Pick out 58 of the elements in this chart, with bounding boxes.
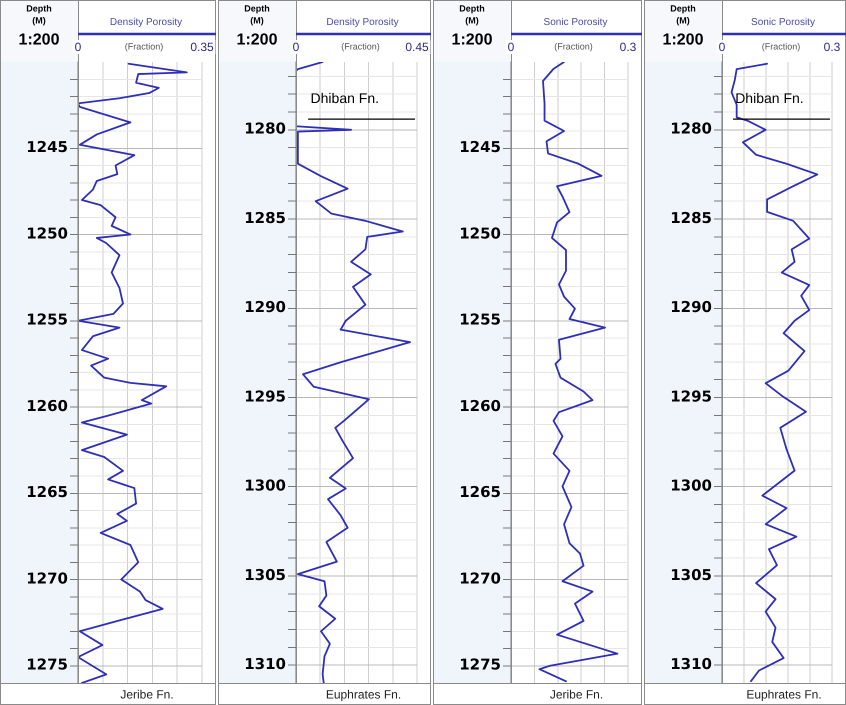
chart-subtitle: 1:200 xyxy=(662,31,704,48)
y-tick-label: 1260 xyxy=(26,396,68,415)
text: Jeribe Fn. xyxy=(120,687,174,702)
y-tick-label: 1270 xyxy=(26,569,68,588)
y-tick-label: 1290 xyxy=(244,298,286,316)
y-axis-title: Depth (M) xyxy=(244,3,270,26)
x-tick-label: 0.3 xyxy=(618,40,638,54)
y-axis-title: Depth (M) xyxy=(26,3,52,26)
y-tick-label: 1295 xyxy=(244,387,286,406)
x-tick-label: 0 xyxy=(290,40,302,54)
x-tick-label: 0.35 xyxy=(188,40,216,54)
y-tick-label: 1270 xyxy=(459,569,501,588)
chart-subtitle: 1:200 xyxy=(452,31,493,48)
chart-title: Sonic Porosity xyxy=(751,16,815,28)
y-tick-label: 1280 xyxy=(244,120,286,138)
y-tick-label: 1300 xyxy=(670,476,712,495)
y-tick-label: 1250 xyxy=(26,224,68,242)
y-tick-label: 1305 xyxy=(244,566,286,584)
x-tick-label: 0 xyxy=(506,40,516,54)
text: Jeribe Fn. xyxy=(550,687,604,702)
y-tick-label: 1265 xyxy=(459,483,501,502)
text: Euphrates Fn. xyxy=(746,687,822,702)
chart-subtitle: 1:200 xyxy=(236,31,278,48)
ref-line-label: Dhiban Fn. xyxy=(735,90,804,106)
chart-title: Density Porosity xyxy=(110,16,182,28)
y-tick-label: 1245 xyxy=(26,138,68,156)
y-tick-label: 1265 xyxy=(26,483,68,502)
x-tick-label: 0.3 xyxy=(822,40,842,54)
y-tick-label: 1295 xyxy=(670,387,712,406)
chart-title: Density Porosity xyxy=(326,16,399,28)
y-tick-label: 1300 xyxy=(244,476,286,495)
x-tick-label: 0 xyxy=(716,40,728,54)
text: Euphrates Fn. xyxy=(326,687,402,702)
y-tick-label: 1275 xyxy=(459,656,501,674)
y-tick-label: 1260 xyxy=(459,396,501,415)
y-tick-label: 1255 xyxy=(26,310,68,329)
x-tick-label: 0.45 xyxy=(403,40,431,54)
y-tick-label: 1275 xyxy=(26,656,68,674)
x-axis-title: (Fraction) xyxy=(124,41,164,52)
y-tick-label: 1310 xyxy=(244,655,286,674)
y-tick-label: 1255 xyxy=(459,310,501,329)
y-tick-label: 1280 xyxy=(670,120,712,138)
x-axis-title: (Fraction) xyxy=(341,41,380,52)
y-tick-label: 1285 xyxy=(670,208,712,227)
y-axis-title: Depth (M) xyxy=(670,3,696,26)
ref-line-label: Dhiban Fn. xyxy=(310,90,380,106)
y-tick-label: 1305 xyxy=(670,566,712,584)
y-tick-label: 1250 xyxy=(459,224,501,242)
y-axis-title: Depth (M) xyxy=(459,3,485,26)
x-tick-label: 0 xyxy=(72,40,84,54)
y-tick-label: 1290 xyxy=(670,298,712,316)
x-axis-title: (Fraction) xyxy=(762,41,800,52)
x-axis-title: (Fraction) xyxy=(554,41,593,52)
y-tick-label: 1245 xyxy=(459,138,501,156)
y-tick-label: 1310 xyxy=(670,655,712,674)
y-tick-label: 1285 xyxy=(244,208,286,227)
chart-subtitle: 1:200 xyxy=(18,31,60,48)
chart-title: Sonic Porosity xyxy=(544,16,608,28)
